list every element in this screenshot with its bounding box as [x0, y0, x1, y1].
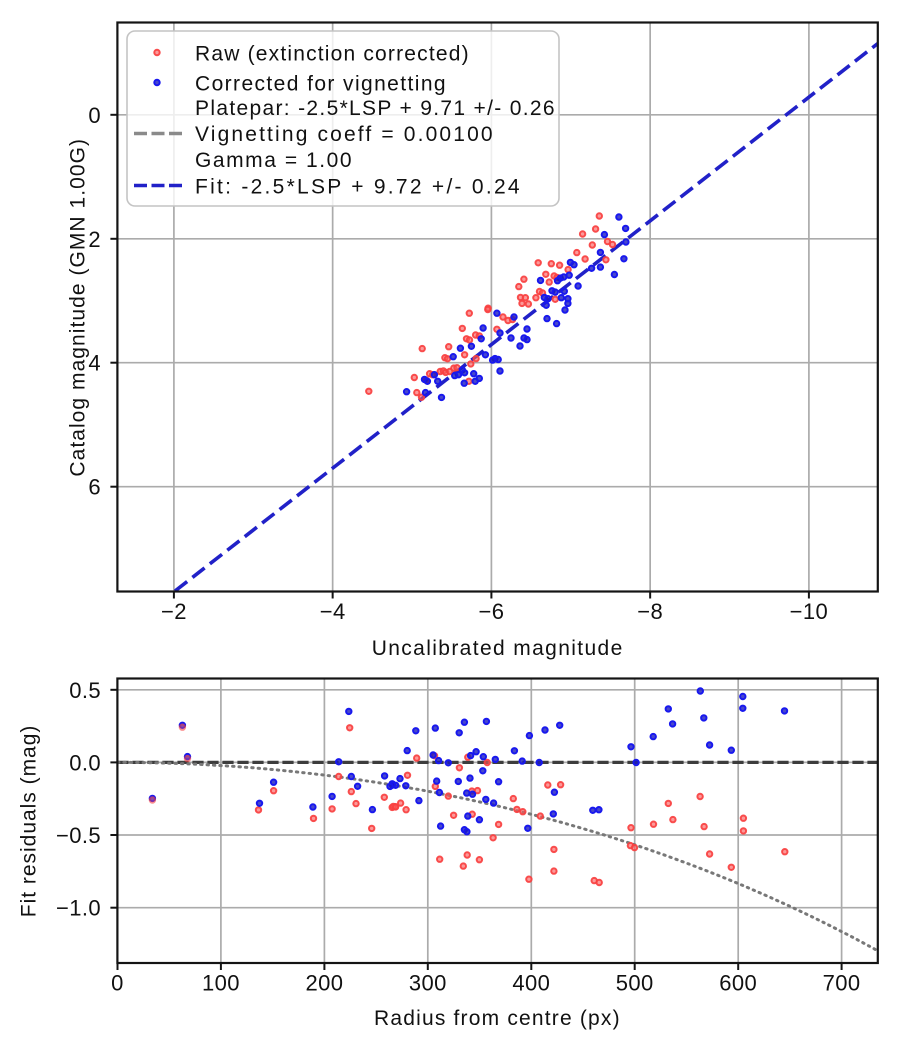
svg-text:0.0: 0.0 — [69, 750, 101, 775]
svg-text:Corrected for vignetting: Corrected for vignetting — [195, 73, 446, 96]
svg-text:−1.0: −1.0 — [56, 896, 101, 921]
svg-text:700: 700 — [823, 971, 861, 996]
svg-text:Radius from centre (px): Radius from centre (px) — [374, 1007, 620, 1030]
svg-text:Fit: -2.5*LSP + 9.72 +/- 0.24: Fit: -2.5*LSP + 9.72 +/- 0.24 — [195, 176, 520, 199]
svg-text:6: 6 — [88, 475, 101, 500]
svg-text:0.5: 0.5 — [69, 678, 101, 703]
svg-text:Vignetting coeff = 0.00100: Vignetting coeff = 0.00100 — [195, 123, 493, 146]
svg-text:600: 600 — [719, 971, 757, 996]
svg-text:500: 500 — [616, 971, 654, 996]
svg-text:200: 200 — [305, 971, 343, 996]
svg-text:−0.5: −0.5 — [56, 823, 101, 848]
svg-text:Uncalibrated magnitude: Uncalibrated magnitude — [372, 637, 623, 660]
svg-text:0: 0 — [88, 103, 101, 128]
svg-text:Fit residuals (mag): Fit residuals (mag) — [18, 725, 41, 917]
svg-text:Catalog magnitude (GMN 1.00G): Catalog magnitude (GMN 1.00G) — [67, 139, 90, 477]
svg-text:Gamma = 1.00: Gamma = 1.00 — [195, 149, 352, 172]
svg-text:−2: −2 — [161, 599, 187, 624]
svg-text:400: 400 — [512, 971, 550, 996]
svg-text:−10: −10 — [790, 599, 829, 624]
svg-text:Platepar: -2.5*LSP + 9.71 +/-: Platepar: -2.5*LSP + 9.71 +/- 0.26 — [195, 97, 555, 120]
svg-text:−4: −4 — [320, 599, 346, 624]
svg-text:0: 0 — [111, 971, 124, 996]
svg-text:4: 4 — [88, 351, 101, 376]
svg-text:100: 100 — [202, 971, 240, 996]
svg-text:2: 2 — [88, 227, 101, 252]
svg-text:300: 300 — [409, 971, 447, 996]
svg-text:−8: −8 — [637, 599, 663, 624]
svg-text:Raw (extinction corrected): Raw (extinction corrected) — [195, 43, 469, 66]
svg-text:−6: −6 — [478, 599, 504, 624]
